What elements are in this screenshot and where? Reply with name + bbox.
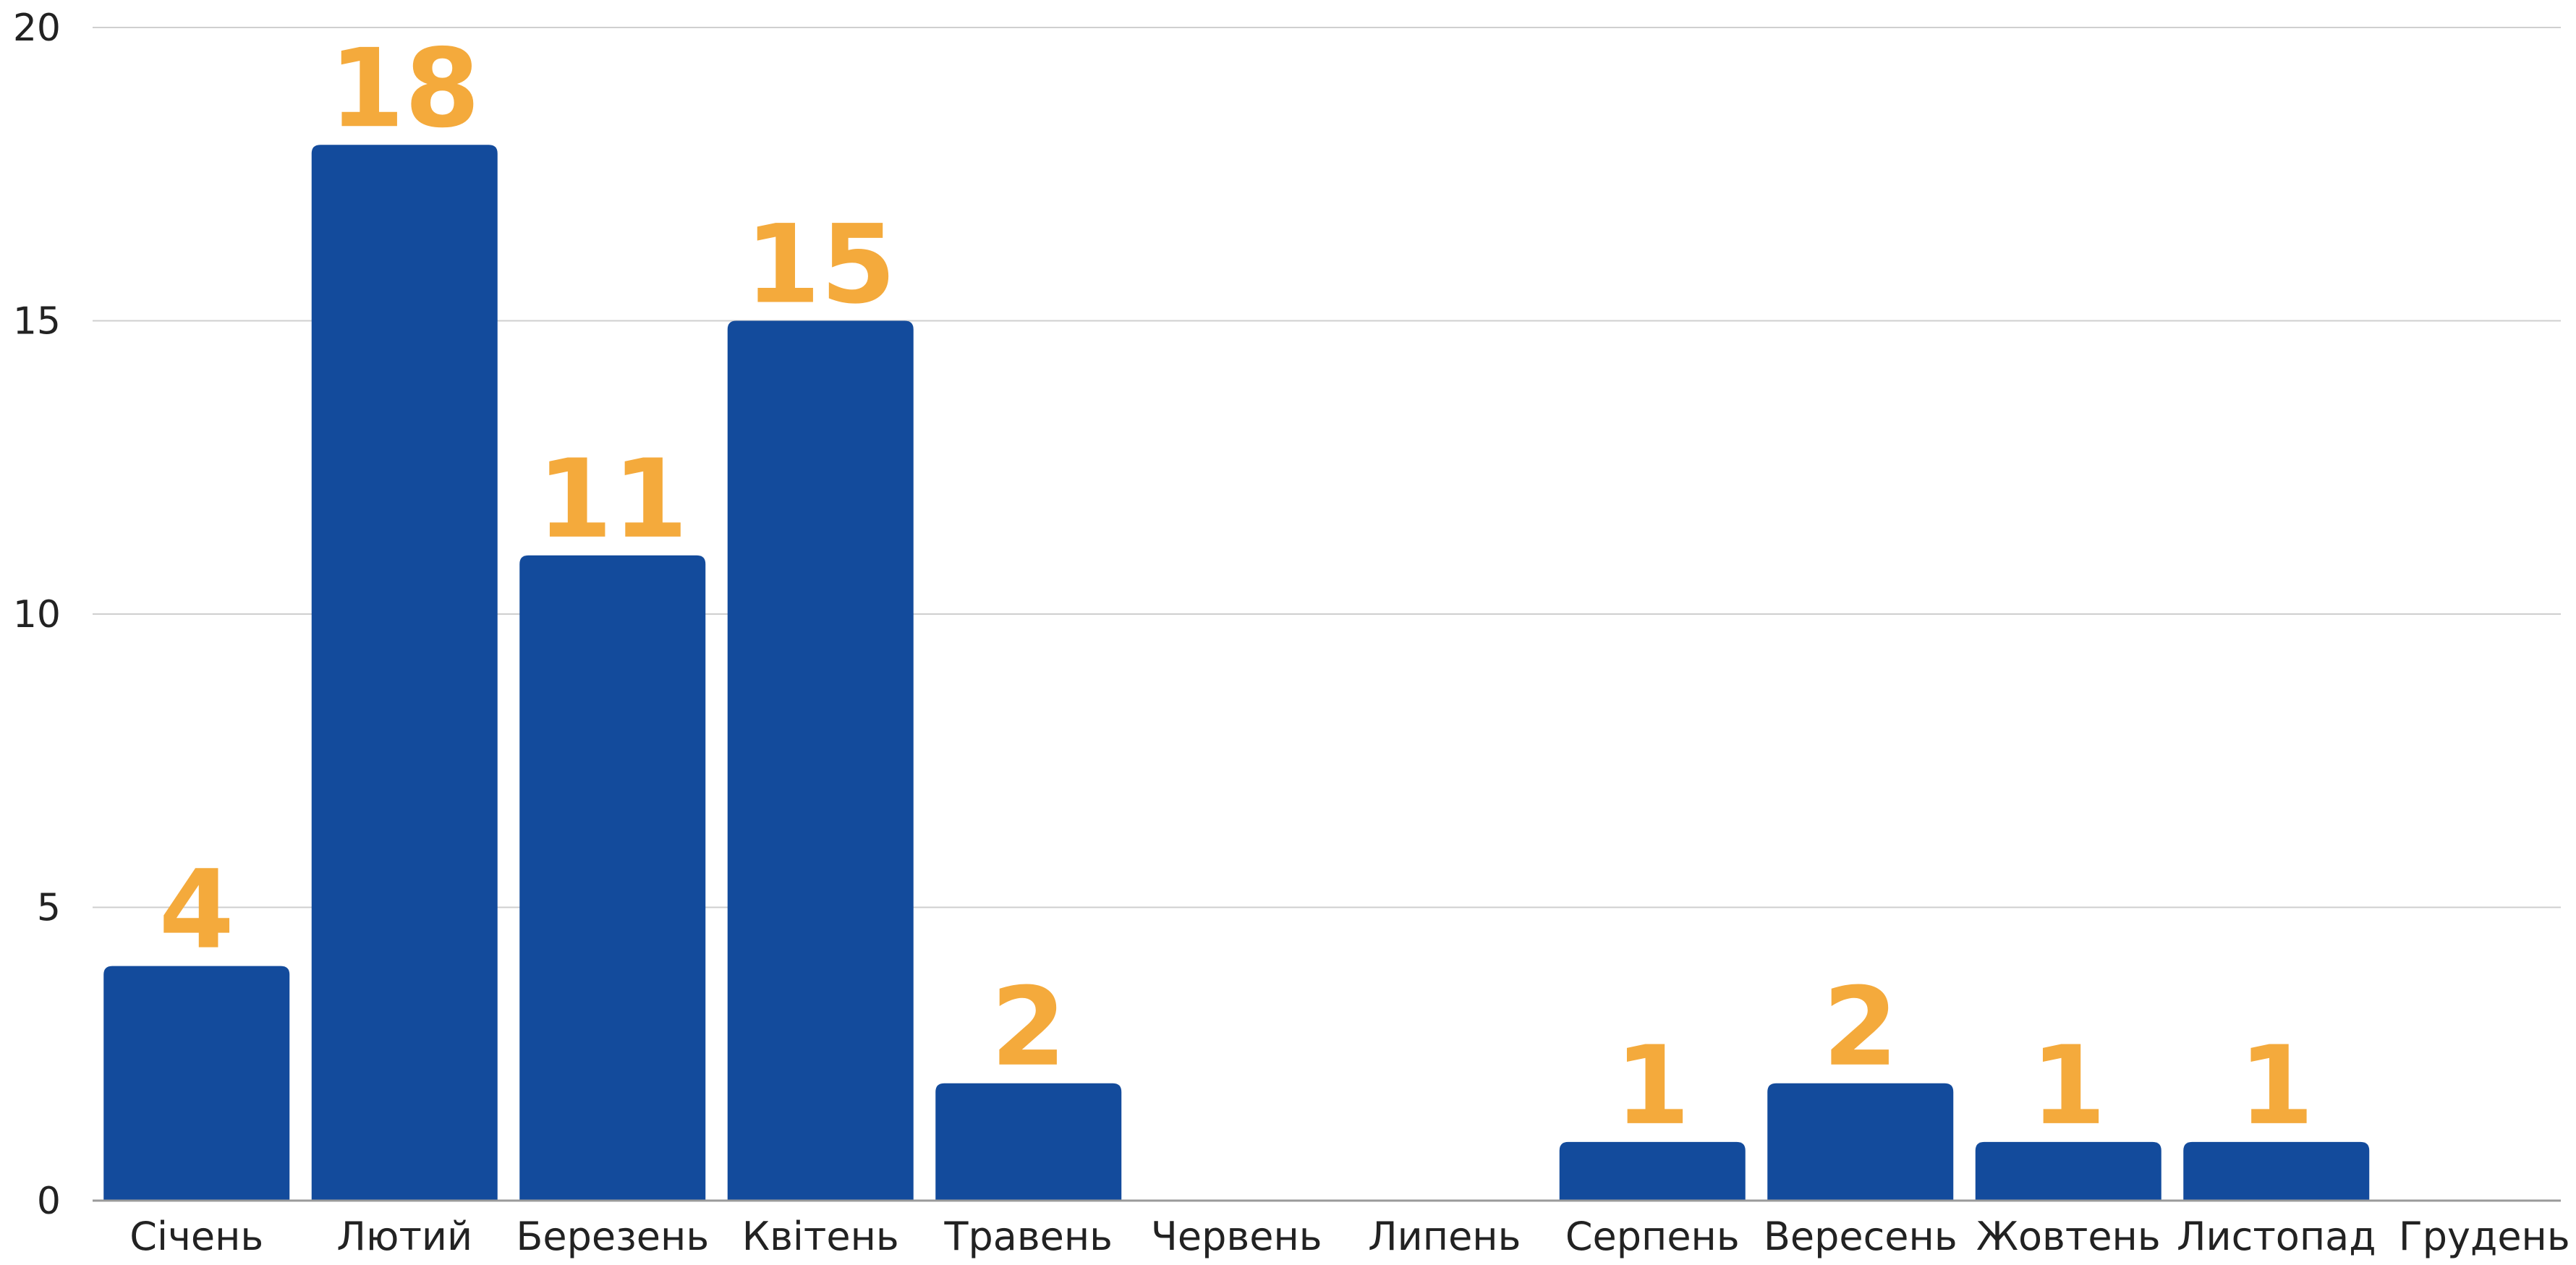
data-label: 4 [159, 848, 234, 974]
bar-3 [519, 555, 706, 1201]
data-label: 18 [329, 26, 480, 152]
gridlines [93, 27, 2561, 908]
data-label: 1 [2239, 1023, 2314, 1149]
data-label: 1 [2031, 1023, 2106, 1149]
x-tick-label: Грудень [2399, 1214, 2570, 1259]
data-label: 15 [745, 203, 896, 328]
x-tick-label: Листопад [2177, 1214, 2376, 1259]
y-axis-ticks: 0 5 10 15 20 [13, 7, 61, 1223]
data-label: 1 [1615, 1023, 1690, 1149]
x-tick-label: Січень [129, 1214, 263, 1259]
x-tick-label: Лютий [336, 1214, 472, 1259]
bar-1 [103, 966, 290, 1201]
x-axis-ticks: Січень Лютий Березень Квітень Травень Червень… [129, 1214, 2569, 1259]
bar-2 [311, 145, 498, 1201]
x-tick-label: Жовтень [1976, 1214, 2161, 1259]
data-label: 2 [1823, 965, 1898, 1091]
y-tick-label: 20 [13, 7, 61, 50]
bars [103, 145, 2370, 1201]
x-tick-label: Березень [516, 1214, 709, 1259]
data-label: 11 [537, 437, 688, 563]
bar-9 [1767, 1083, 1954, 1201]
data-label: 2 [991, 965, 1066, 1091]
y-tick-label: 0 [37, 1180, 61, 1223]
bar-4 [727, 320, 914, 1201]
y-tick-label: 10 [13, 593, 61, 636]
x-tick-label: Квітень [742, 1214, 899, 1259]
y-tick-label: 15 [13, 300, 61, 344]
x-tick-label: Травень [943, 1214, 1113, 1259]
x-tick-label: Червень [1151, 1214, 1322, 1259]
x-tick-label: Вересень [1764, 1214, 1957, 1259]
y-tick-label: 5 [37, 887, 61, 930]
bar-8 [1559, 1141, 1746, 1201]
bar-10 [1975, 1141, 2161, 1201]
x-tick-label: Липень [1368, 1214, 1521, 1259]
bar-11 [2183, 1141, 2370, 1201]
bar-5 [935, 1083, 1122, 1201]
x-tick-label: Серпень [1565, 1214, 1740, 1259]
